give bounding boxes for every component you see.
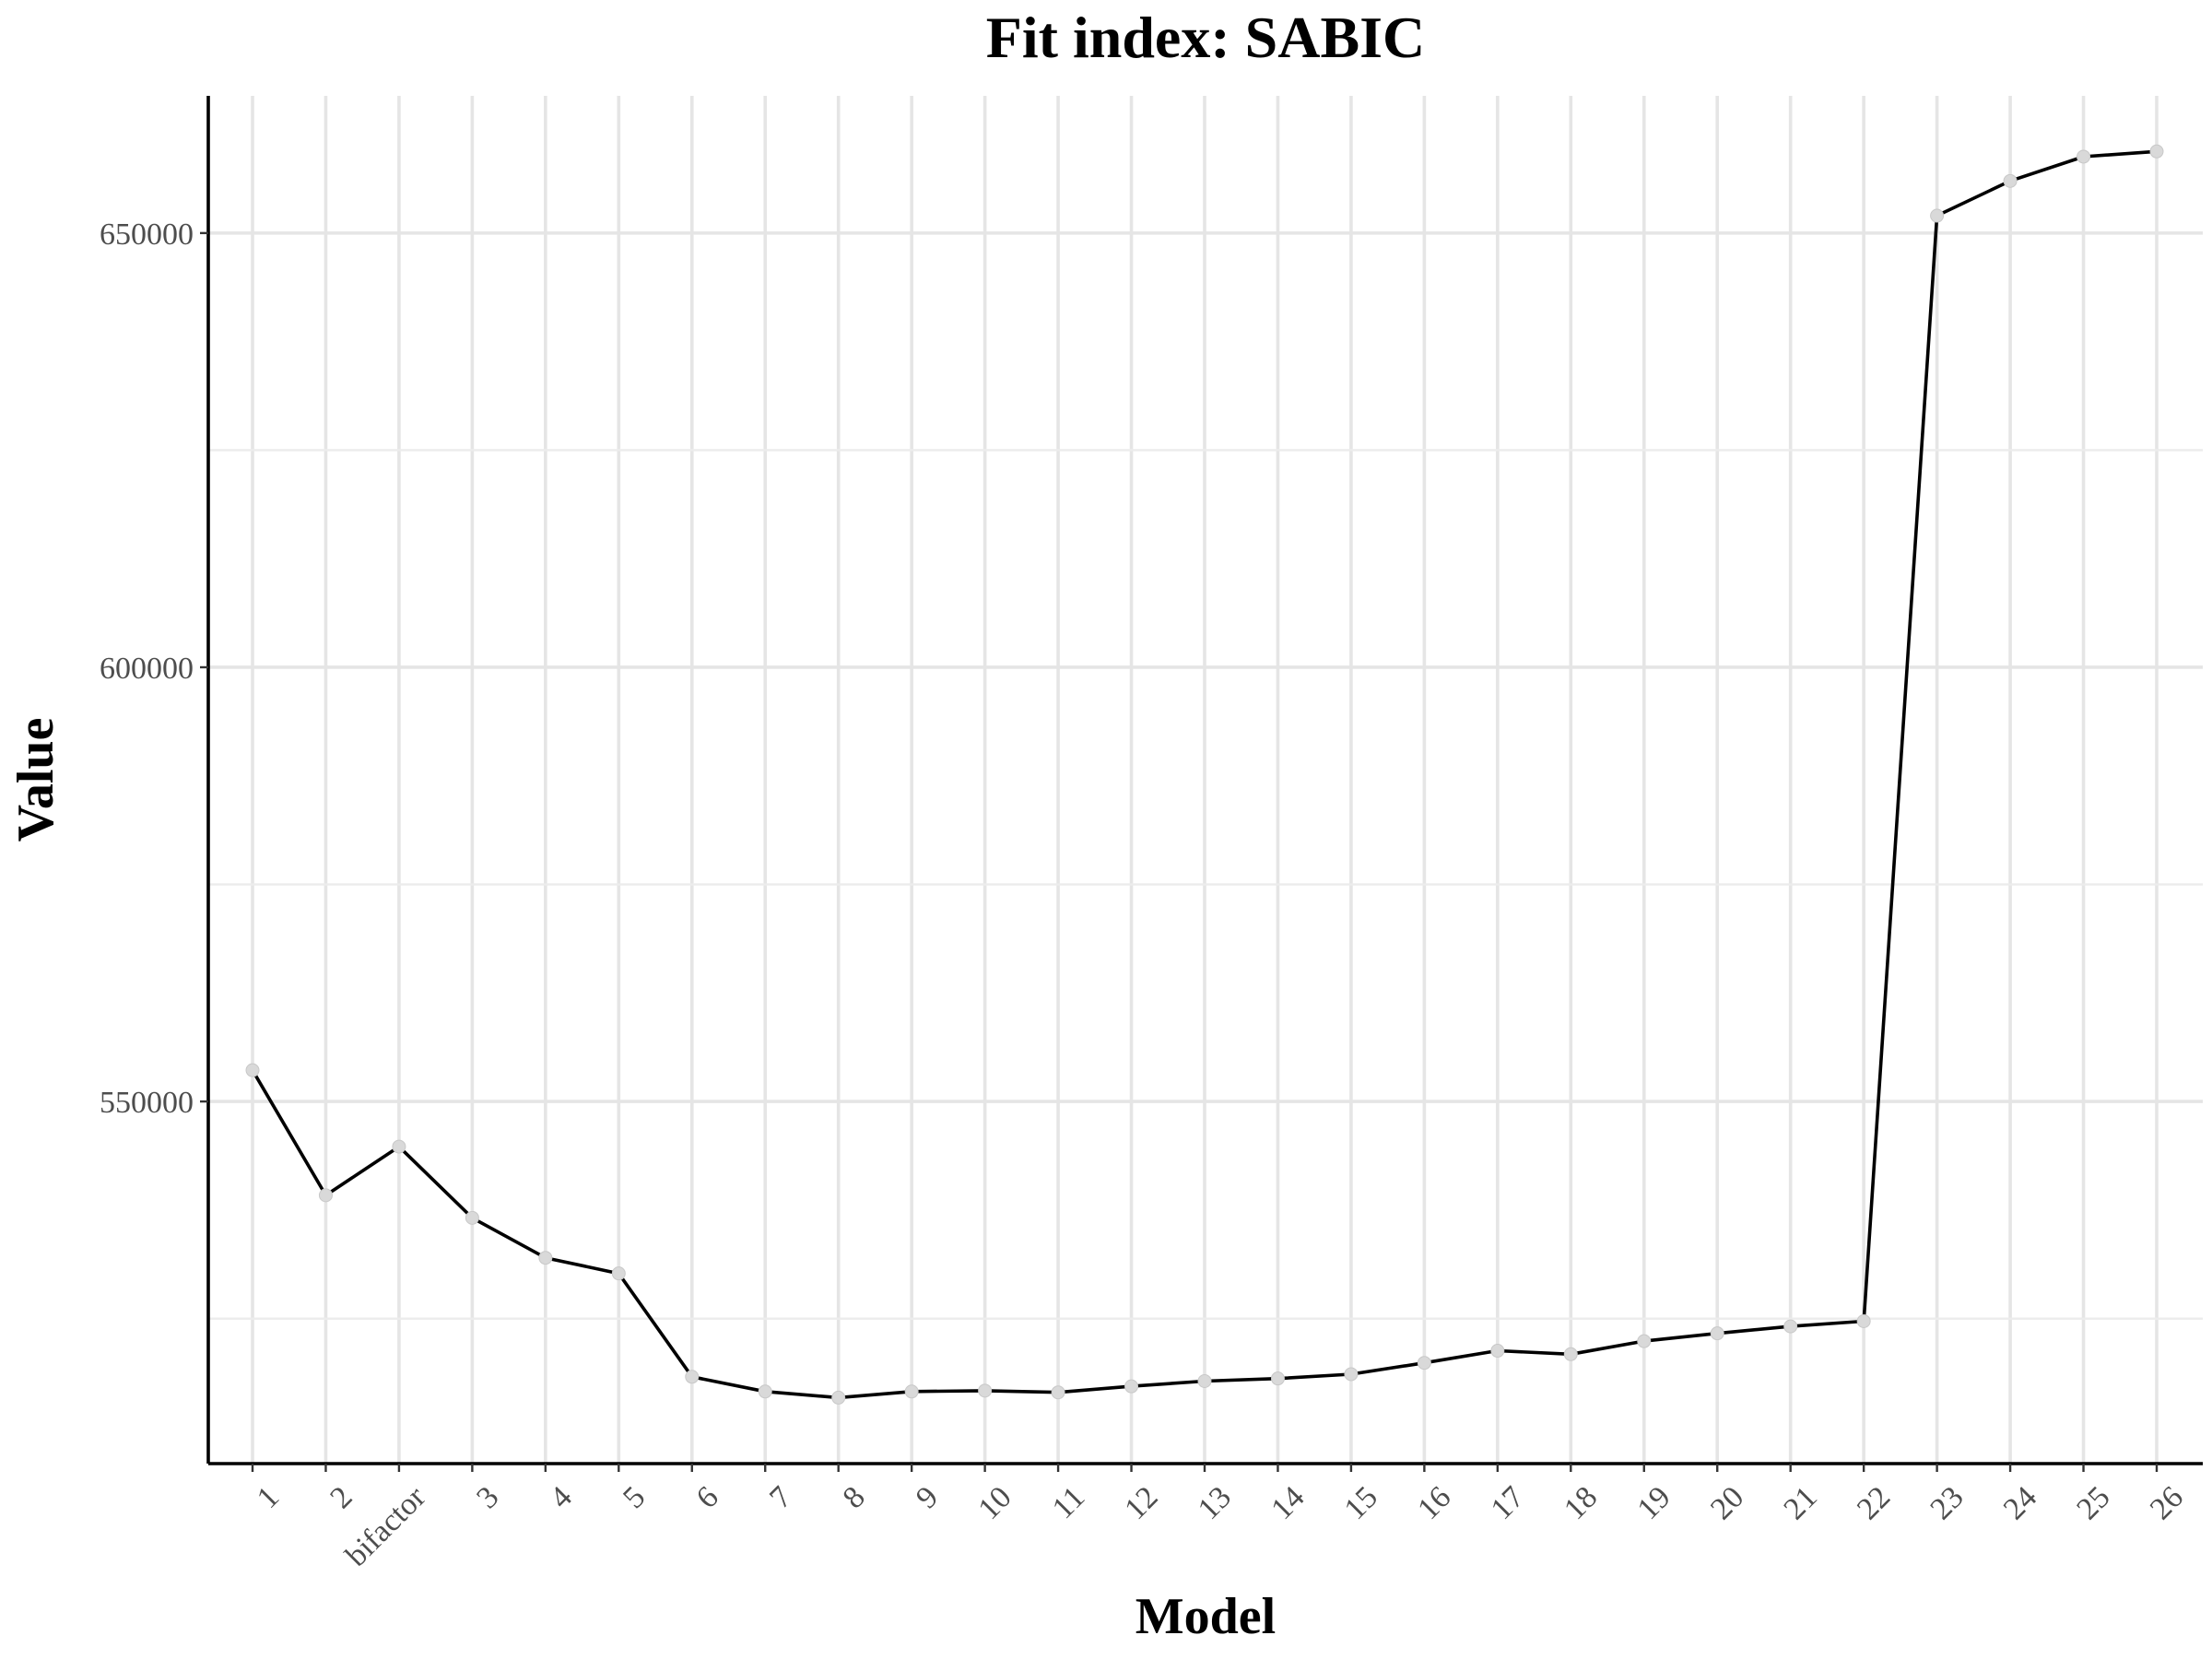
data-point bbox=[2003, 173, 2018, 188]
x-tick-label: 21 bbox=[1778, 1480, 1824, 1526]
x-tick-label: 24 bbox=[1997, 1480, 2043, 1526]
data-point bbox=[685, 1370, 700, 1384]
x-tick-label: 16 bbox=[1411, 1480, 1457, 1526]
x-tick-label: 25 bbox=[2070, 1480, 2116, 1526]
data-point bbox=[1197, 1373, 1212, 1388]
data-point bbox=[611, 1266, 626, 1281]
data-point bbox=[1710, 1326, 1724, 1341]
data-point bbox=[1051, 1385, 1065, 1400]
x-tick-label: 1 bbox=[251, 1480, 286, 1515]
x-tick-label: 6 bbox=[690, 1480, 725, 1515]
data-point bbox=[758, 1384, 772, 1399]
data-point bbox=[538, 1251, 553, 1265]
x-tick-label: 22 bbox=[1851, 1480, 1897, 1526]
data-point bbox=[1783, 1319, 1798, 1334]
y-axis-ticks: 550000 600000 650000 bbox=[100, 218, 208, 1120]
data-point bbox=[904, 1384, 919, 1399]
data-point bbox=[831, 1390, 846, 1405]
x-tick-label: 18 bbox=[1558, 1480, 1604, 1526]
data-point bbox=[2149, 144, 2164, 159]
data-point bbox=[1637, 1334, 1652, 1348]
data-point bbox=[1270, 1371, 1285, 1386]
x-tick-label: 8 bbox=[837, 1480, 872, 1515]
x-tick-label: 19 bbox=[1631, 1480, 1677, 1526]
data-point bbox=[465, 1210, 479, 1225]
x-tick-label: 20 bbox=[1704, 1480, 1750, 1526]
x-tick-label: bifactor bbox=[339, 1479, 432, 1572]
x-tick-label: 15 bbox=[1338, 1480, 1384, 1526]
x-tick-label: 11 bbox=[1046, 1480, 1091, 1525]
data-point bbox=[392, 1139, 406, 1154]
x-tick-label: 17 bbox=[1485, 1480, 1531, 1526]
data-point bbox=[245, 1063, 260, 1077]
x-tick-label: 12 bbox=[1118, 1480, 1164, 1526]
data-point bbox=[1930, 208, 1945, 223]
chart-title: Fit index: SABIC bbox=[986, 5, 1426, 70]
data-point bbox=[978, 1383, 993, 1398]
x-tick-label: 3 bbox=[470, 1480, 505, 1515]
x-tick-label: 23 bbox=[1924, 1480, 1970, 1526]
data-point bbox=[318, 1188, 333, 1203]
y-axis-title: Value bbox=[7, 718, 65, 842]
y-tick-label: 650000 bbox=[100, 218, 194, 252]
data-point bbox=[1490, 1344, 1505, 1359]
data-point bbox=[2077, 149, 2091, 164]
x-tick-label: 10 bbox=[971, 1480, 1018, 1526]
x-tick-label: 5 bbox=[617, 1480, 652, 1515]
x-tick-label: 13 bbox=[1192, 1480, 1238, 1526]
x-tick-label: 26 bbox=[2144, 1480, 2190, 1526]
x-tick-label: 2 bbox=[324, 1480, 359, 1515]
data-point bbox=[1124, 1379, 1139, 1394]
data-point bbox=[1417, 1356, 1431, 1371]
y-tick-label: 600000 bbox=[100, 652, 194, 686]
x-tick-label: 4 bbox=[544, 1480, 579, 1515]
data-point bbox=[1563, 1347, 1578, 1361]
x-axis-title: Model bbox=[1135, 1588, 1276, 1645]
data-point bbox=[1856, 1313, 1871, 1328]
x-tick-label: 9 bbox=[910, 1480, 945, 1515]
y-tick-label: 550000 bbox=[100, 1086, 194, 1120]
grid bbox=[208, 96, 2203, 1464]
x-tick-label: 14 bbox=[1265, 1480, 1311, 1526]
data-point bbox=[1344, 1367, 1359, 1382]
x-tick-label: 7 bbox=[763, 1480, 798, 1515]
series-points bbox=[245, 144, 2164, 1405]
